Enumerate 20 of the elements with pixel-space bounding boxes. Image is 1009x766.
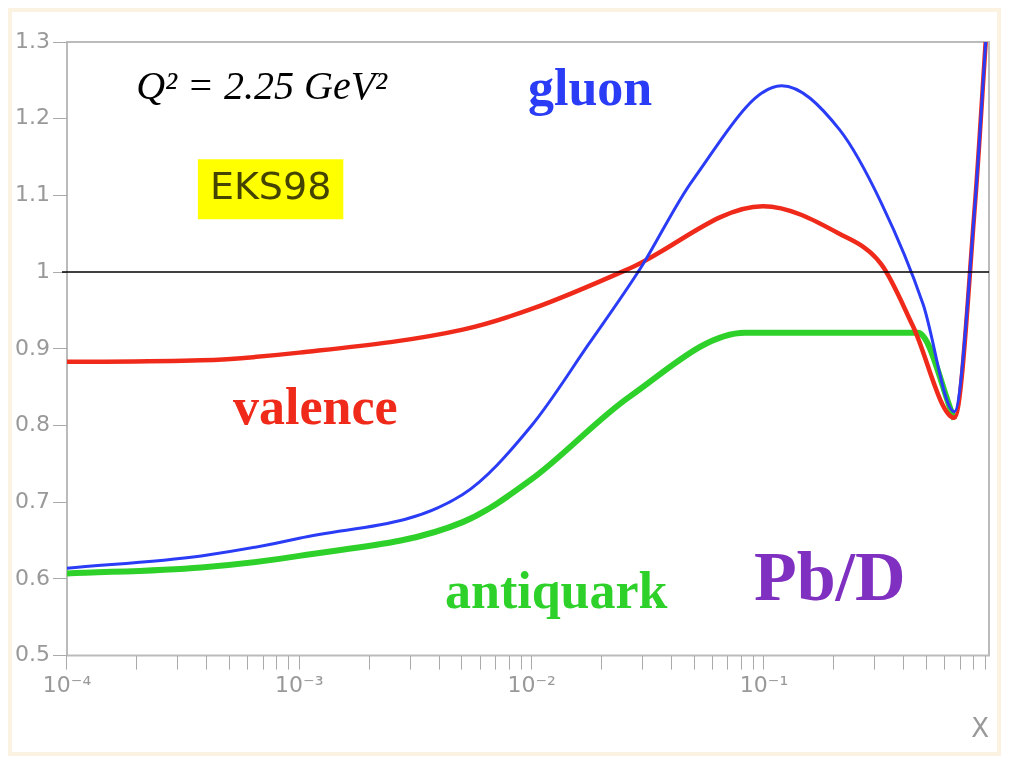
y-tick-label: 1.2 (14, 104, 50, 130)
series-label: valence (232, 377, 398, 435)
x-tick-label: 10⁻² (507, 671, 556, 697)
y-tick-label: 0.8 (14, 411, 50, 437)
annotation: EKS98 (209, 164, 332, 209)
y-tick-label: 0.6 (14, 564, 50, 590)
x-tick-label: 10⁻³ (275, 671, 324, 697)
y-tick-label: 1 (35, 257, 50, 283)
y-tick-label: 0.9 (14, 334, 50, 360)
x-tick-label: 10⁻⁴ (42, 671, 92, 697)
annotation: Q² = 2.25 GeV² (136, 62, 389, 108)
x-axis-title: X (971, 712, 989, 743)
series-label: antiquark (445, 561, 668, 619)
series-label: gluon (527, 58, 653, 116)
y-tick-label: 0.5 (14, 641, 50, 667)
y-tick-label: 1.1 (14, 181, 50, 207)
annotation: Pb/D (753, 538, 906, 616)
x-tick-label: 10⁻¹ (739, 671, 789, 697)
y-tick-label: 1.3 (14, 27, 50, 53)
y-tick-label: 0.7 (14, 487, 50, 513)
